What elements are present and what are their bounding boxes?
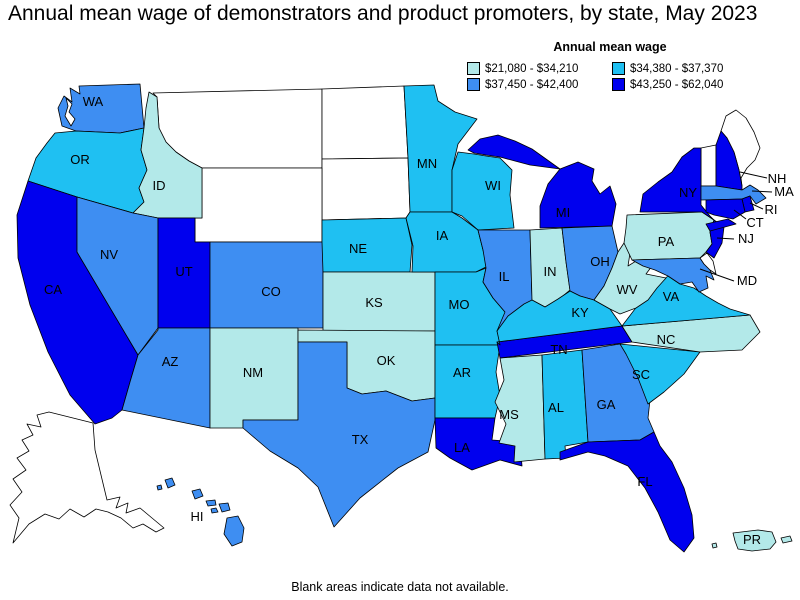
- state-label-id: ID: [153, 178, 166, 193]
- state-mn[interactable]: [403, 84, 478, 213]
- state-label-mi: MI: [556, 205, 570, 220]
- state-label-tn: TN: [550, 342, 567, 357]
- state-pr-islet-east[interactable]: [780, 535, 793, 544]
- state-label-nm: NM: [243, 365, 263, 380]
- leader-line-ma: [751, 190, 773, 193]
- state-wy: [194, 167, 323, 243]
- state-label-la: LA: [454, 440, 470, 455]
- state-nd: [321, 85, 409, 160]
- state-ny-main[interactable]: [639, 147, 715, 221]
- state-label-ca: CA: [44, 282, 62, 297]
- state-label-in: IN: [544, 264, 557, 279]
- state-mi-lower[interactable]: [539, 161, 617, 229]
- state-fl[interactable]: [559, 431, 695, 553]
- state-label-wa: WA: [83, 94, 104, 109]
- state-label-mn: MN: [417, 156, 437, 171]
- state-label-md: MD: [737, 273, 757, 288]
- legend-item-3: $37,450 - $42,400: [467, 78, 612, 91]
- puget-sound: [64, 97, 76, 127]
- legend-label-3: $37,450 - $42,400: [485, 78, 579, 91]
- state-hi-lanai[interactable]: [210, 507, 219, 514]
- state-ny-long-island[interactable]: [705, 218, 737, 232]
- footer-note: Blank areas indicate data not available.: [291, 580, 509, 594]
- state-ky[interactable]: [496, 290, 623, 346]
- state-nj[interactable]: [705, 219, 725, 259]
- state-label-ks: KS: [365, 295, 383, 310]
- state-hi-big-island[interactable]: [223, 515, 245, 547]
- legend-label-1: $21,080 - $34,210: [485, 62, 579, 75]
- page-title: Annual mean wage of demonstrators and pr…: [8, 2, 758, 25]
- state-label-ia: IA: [436, 228, 449, 243]
- state-label-ut: UT: [175, 264, 192, 279]
- state-sd: [321, 157, 411, 221]
- leader-line-ri: [749, 202, 764, 210]
- state-label-ms: MS: [499, 407, 519, 422]
- state-ct[interactable]: [705, 198, 746, 220]
- legend-swatch-1: [467, 62, 480, 75]
- state-label-ky: KY: [571, 305, 589, 320]
- state-label-hi: HI: [191, 509, 204, 524]
- state-label-ne: NE: [349, 241, 367, 256]
- state-label-nv: NV: [100, 247, 118, 262]
- state-hi-kauai[interactable]: [164, 477, 176, 489]
- state-hi-niihau[interactable]: [156, 484, 163, 491]
- state-tx[interactable]: [242, 341, 436, 528]
- state-label-ma: MA: [774, 184, 794, 199]
- state-label-pr: PR: [743, 532, 761, 547]
- state-label-ny: NY: [679, 185, 697, 200]
- legend-swatch-2: [612, 62, 625, 75]
- legend-label-2: $34,380 - $37,370: [630, 62, 724, 75]
- legend-swatch-4: [612, 78, 625, 91]
- state-label-ok: OK: [377, 353, 396, 368]
- state-la[interactable]: [434, 417, 523, 471]
- state-label-wi: WI: [485, 178, 501, 193]
- state-label-ga: GA: [597, 397, 616, 412]
- state-label-co: CO: [261, 284, 281, 299]
- state-pr-main[interactable]: [732, 529, 777, 552]
- state-label-pa: PA: [658, 234, 675, 249]
- state-hi-molokai[interactable]: [205, 499, 217, 507]
- state-ar[interactable]: [434, 344, 501, 419]
- state-label-nj: NJ: [738, 231, 754, 246]
- legend-item-4: $43,250 - $62,040: [612, 78, 780, 91]
- state-ak: [9, 411, 165, 544]
- state-sc[interactable]: [619, 343, 701, 405]
- state-label-va: VA: [663, 289, 680, 304]
- legend-swatch-3: [467, 78, 480, 91]
- leader-line-md: [699, 268, 735, 282]
- state-label-or: OR: [70, 152, 90, 167]
- state-label-oh: OH: [590, 254, 610, 269]
- leader-line-nh: [739, 171, 768, 179]
- state-label-ri: RI: [765, 202, 778, 217]
- legend: Annual mean wage $21,080 - $34,210 $34,3…: [440, 40, 780, 91]
- legend-title: Annual mean wage: [553, 40, 667, 54]
- leader-line-ct: [733, 209, 747, 220]
- leader-line-nj: [716, 237, 735, 240]
- state-label-nh: NH: [768, 171, 787, 186]
- legend-grid: $21,080 - $34,210 $34,380 - $37,370 $37,…: [440, 62, 780, 91]
- state-hi-oahu[interactable]: [191, 488, 204, 500]
- state-label-mo: MO: [449, 297, 470, 312]
- state-mi-upper[interactable]: [467, 134, 561, 170]
- state-label-nc: NC: [657, 332, 676, 347]
- state-label-fl: FL: [637, 474, 652, 489]
- state-label-al: AL: [548, 400, 564, 415]
- state-wi[interactable]: [451, 151, 515, 231]
- state-vt: [700, 144, 717, 187]
- state-hi-maui[interactable]: [218, 502, 231, 513]
- legend-label-4: $43,250 - $62,040: [630, 78, 724, 91]
- state-label-wv: WV: [617, 282, 638, 297]
- state-label-ct: CT: [746, 215, 763, 230]
- state-label-tx: TX: [352, 432, 369, 447]
- legend-item-2: $34,380 - $37,370: [612, 62, 780, 75]
- state-label-il: IL: [499, 269, 510, 284]
- state-label-az: AZ: [162, 354, 179, 369]
- state-label-ar: AR: [453, 365, 471, 380]
- legend-item-1: $21,080 - $34,210: [467, 62, 612, 75]
- state-pr-islet-west[interactable]: [711, 542, 718, 549]
- state-label-sc: SC: [632, 367, 650, 382]
